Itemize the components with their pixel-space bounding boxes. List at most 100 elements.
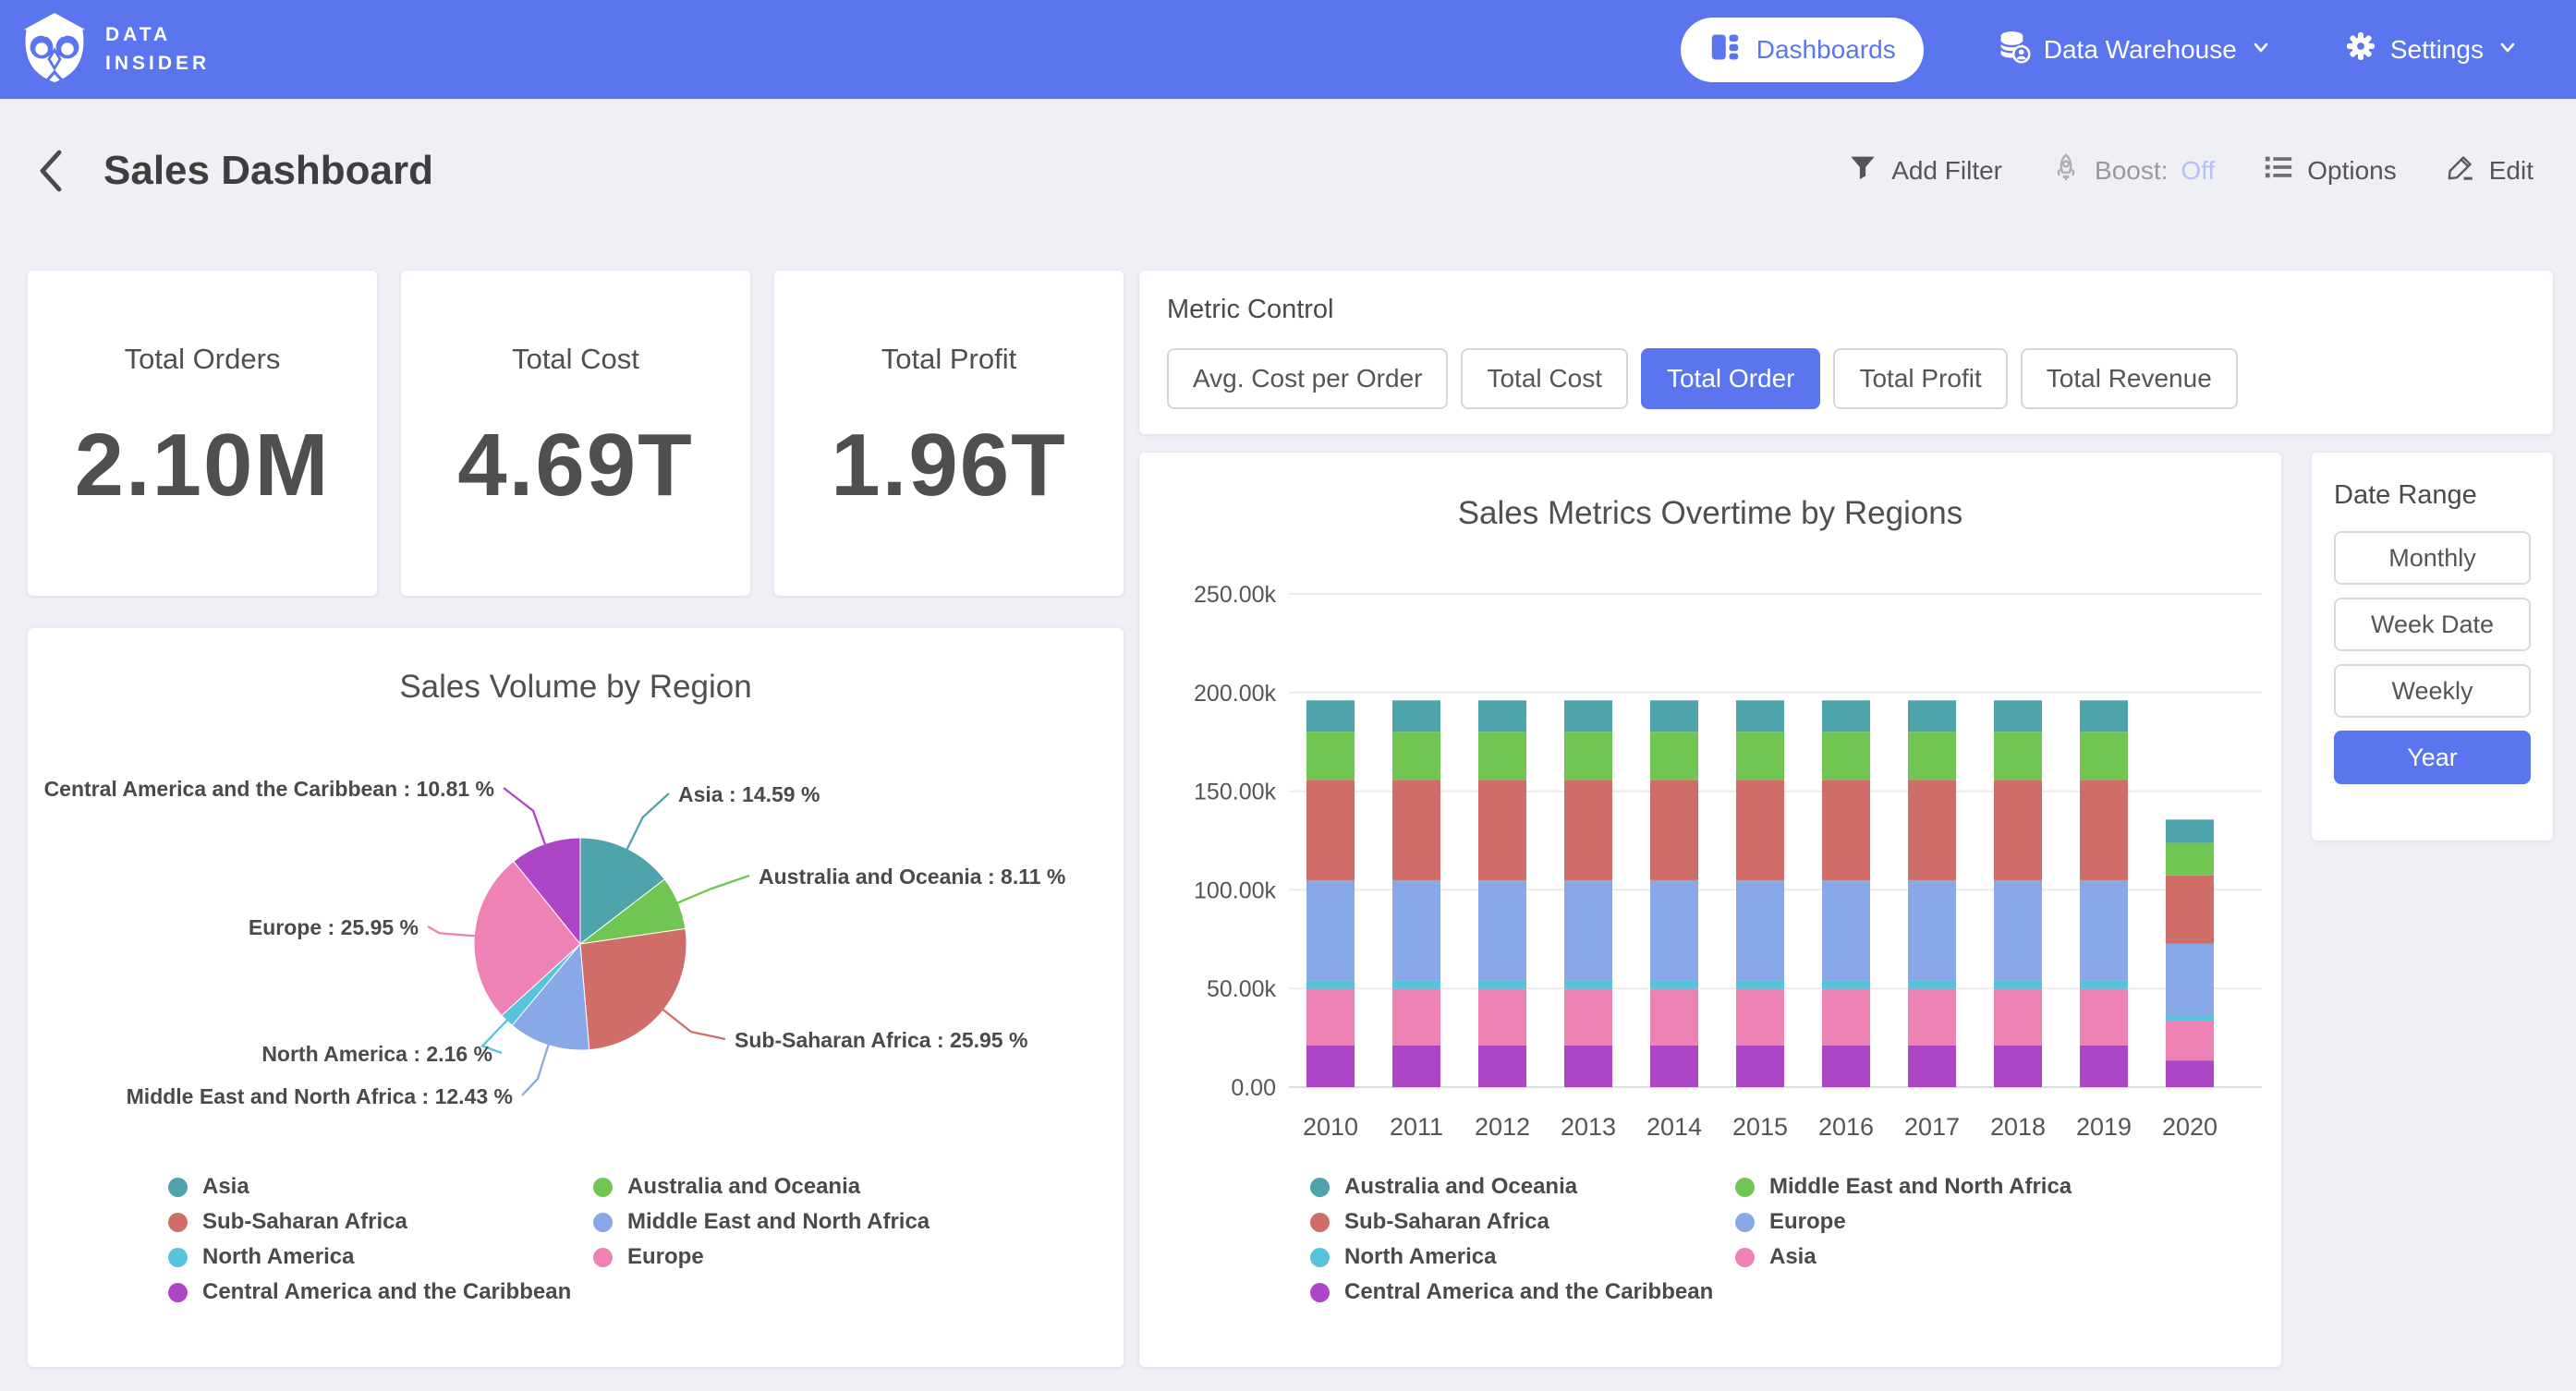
bar-legend-item-australia-and-oceania[interactable]: Australia and Oceania bbox=[1310, 1169, 1713, 1204]
bar-segment-2018-middle-east-and-north-africa[interactable] bbox=[1994, 732, 2042, 780]
bar-segment-2012-australia-and-oceania[interactable] bbox=[1478, 700, 1526, 732]
date-range-option-monthly[interactable]: Monthly bbox=[2334, 531, 2531, 585]
bar-segment-2016-sub-saharan-africa[interactable] bbox=[1822, 780, 1870, 880]
bar-segment-2018-sub-saharan-africa[interactable] bbox=[1994, 780, 2042, 880]
bar-segment-2019-middle-east-and-north-africa[interactable] bbox=[2080, 732, 2128, 780]
boost-toggle[interactable]: Boost: Off bbox=[2050, 151, 2215, 189]
bar-segment-2013-north-america[interactable] bbox=[1564, 980, 1612, 989]
bar-legend-item-middle-east-and-north-africa[interactable]: Middle East and North Africa bbox=[1735, 1169, 2072, 1204]
date-range-option-week-date[interactable]: Week Date bbox=[2334, 598, 2531, 651]
bar-segment-2016-middle-east-and-north-africa[interactable] bbox=[1822, 732, 1870, 780]
bar-segment-2017-middle-east-and-north-africa[interactable] bbox=[1908, 732, 1956, 780]
bar-segment-2013-middle-east-and-north-africa[interactable] bbox=[1564, 732, 1612, 780]
bar-segment-2019-central-america-and-the-caribbean[interactable] bbox=[2080, 1045, 2128, 1087]
bar-segment-2010-europe[interactable] bbox=[1306, 879, 1355, 981]
bar-segment-2015-europe[interactable] bbox=[1736, 879, 1784, 981]
bar-segment-2014-north-america[interactable] bbox=[1650, 980, 1698, 989]
pie-legend-item-asia[interactable]: Asia bbox=[168, 1169, 571, 1204]
bar-segment-2011-north-america[interactable] bbox=[1392, 980, 1440, 989]
bar-segment-2013-central-america-and-the-caribbean[interactable] bbox=[1564, 1045, 1612, 1087]
bar-segment-2017-europe[interactable] bbox=[1908, 879, 1956, 981]
bar-segment-2018-central-america-and-the-caribbean[interactable] bbox=[1994, 1045, 2042, 1087]
pie-slice-sub-saharan-africa[interactable] bbox=[579, 927, 687, 1051]
metric-option-total-cost[interactable]: Total Cost bbox=[1461, 348, 1628, 409]
bar-legend-item-sub-saharan-africa[interactable]: Sub-Saharan Africa bbox=[1310, 1204, 1713, 1240]
options-button[interactable]: Options bbox=[2263, 151, 2397, 189]
nav-data-warehouse[interactable]: Data Warehouse bbox=[1996, 29, 2272, 70]
bar-segment-2011-sub-saharan-africa[interactable] bbox=[1392, 780, 1440, 880]
pie-legend-item-central-america-and-the-caribbean[interactable]: Central America and the Caribbean bbox=[168, 1275, 571, 1310]
bar-segment-2020-north-america[interactable] bbox=[2166, 1015, 2214, 1022]
bar-segment-2012-asia[interactable] bbox=[1478, 988, 1526, 1046]
bar-segment-2020-australia-and-oceania[interactable] bbox=[2166, 819, 2214, 843]
bar-segment-2014-sub-saharan-africa[interactable] bbox=[1650, 780, 1698, 880]
add-filter-button[interactable]: Add Filter bbox=[1847, 151, 2002, 189]
bar-segment-2010-north-america[interactable] bbox=[1306, 980, 1355, 989]
bar-segment-2018-asia[interactable] bbox=[1994, 988, 2042, 1046]
bar-segment-2014-europe[interactable] bbox=[1650, 879, 1698, 981]
bar-segment-2017-australia-and-oceania[interactable] bbox=[1908, 700, 1956, 732]
date-range-option-year[interactable]: Year bbox=[2334, 731, 2531, 784]
bar-segment-2016-australia-and-oceania[interactable] bbox=[1822, 700, 1870, 732]
bar-segment-2014-australia-and-oceania[interactable] bbox=[1650, 700, 1698, 732]
bar-legend-item-north-america[interactable]: North America bbox=[1310, 1240, 1713, 1275]
back-button[interactable] bbox=[35, 147, 67, 195]
pie-legend-item-sub-saharan-africa[interactable]: Sub-Saharan Africa bbox=[168, 1204, 571, 1240]
bar-segment-2012-middle-east-and-north-africa[interactable] bbox=[1478, 732, 1526, 780]
bar-segment-2020-sub-saharan-africa[interactable] bbox=[2166, 875, 2214, 944]
pie-legend-item-australia-and-oceania[interactable]: Australia and Oceania bbox=[593, 1169, 930, 1204]
bar-legend-item-central-america-and-the-caribbean[interactable]: Central America and the Caribbean bbox=[1310, 1275, 1713, 1310]
bar-segment-2017-asia[interactable] bbox=[1908, 988, 1956, 1046]
bar-segment-2018-europe[interactable] bbox=[1994, 879, 2042, 981]
date-range-option-weekly[interactable]: Weekly bbox=[2334, 664, 2531, 718]
bar-segment-2019-asia[interactable] bbox=[2080, 988, 2128, 1046]
pie-legend-item-middle-east-and-north-africa[interactable]: Middle East and North Africa bbox=[593, 1204, 930, 1240]
bar-segment-2011-middle-east-and-north-africa[interactable] bbox=[1392, 732, 1440, 780]
bar-segment-2013-sub-saharan-africa[interactable] bbox=[1564, 780, 1612, 880]
bar-segment-2020-asia[interactable] bbox=[2166, 1021, 2214, 1061]
bar-segment-2010-sub-saharan-africa[interactable] bbox=[1306, 780, 1355, 880]
bar-segment-2020-middle-east-and-north-africa[interactable] bbox=[2166, 842, 2214, 876]
pie-legend-item-europe[interactable]: Europe bbox=[593, 1240, 930, 1275]
bar-segment-2020-europe[interactable] bbox=[2166, 943, 2214, 1016]
bar-segment-2012-europe[interactable] bbox=[1478, 879, 1526, 981]
brand-logo[interactable]: DATA INSIDER bbox=[0, 11, 210, 88]
bar-segment-2019-sub-saharan-africa[interactable] bbox=[2080, 780, 2128, 880]
bar-segment-2012-sub-saharan-africa[interactable] bbox=[1478, 780, 1526, 880]
bar-segment-2015-north-america[interactable] bbox=[1736, 980, 1784, 989]
bar-legend-item-europe[interactable]: Europe bbox=[1735, 1204, 2072, 1240]
bar-segment-2010-middle-east-and-north-africa[interactable] bbox=[1306, 732, 1355, 780]
bar-segment-2012-central-america-and-the-caribbean[interactable] bbox=[1478, 1045, 1526, 1087]
bar-segment-2011-europe[interactable] bbox=[1392, 879, 1440, 981]
bar-legend-item-asia[interactable]: Asia bbox=[1735, 1240, 2072, 1275]
bar-segment-2013-europe[interactable] bbox=[1564, 879, 1612, 981]
bar-segment-2015-australia-and-oceania[interactable] bbox=[1736, 700, 1784, 732]
metric-option-total-revenue[interactable]: Total Revenue bbox=[2020, 348, 2238, 409]
bar-segment-2017-sub-saharan-africa[interactable] bbox=[1908, 780, 1956, 880]
bar-segment-2015-middle-east-and-north-africa[interactable] bbox=[1736, 732, 1784, 780]
bar-segment-2010-asia[interactable] bbox=[1306, 988, 1355, 1046]
bar-segment-2013-australia-and-oceania[interactable] bbox=[1564, 700, 1612, 732]
bar-segment-2011-australia-and-oceania[interactable] bbox=[1392, 700, 1440, 732]
nav-settings[interactable]: Settings bbox=[2344, 30, 2519, 69]
bar-segment-2010-central-america-and-the-caribbean[interactable] bbox=[1306, 1045, 1355, 1087]
bar-segment-2015-central-america-and-the-caribbean[interactable] bbox=[1736, 1045, 1784, 1087]
metric-option-total-order[interactable]: Total Order bbox=[1640, 348, 1821, 409]
bar-segment-2014-asia[interactable] bbox=[1650, 988, 1698, 1046]
metric-option-avg-cost-per-order[interactable]: Avg. Cost per Order bbox=[1167, 348, 1449, 409]
bar-segment-2012-north-america[interactable] bbox=[1478, 980, 1526, 989]
bar-segment-2016-central-america-and-the-caribbean[interactable] bbox=[1822, 1045, 1870, 1087]
bar-segment-2010-australia-and-oceania[interactable] bbox=[1306, 700, 1355, 732]
bar-segment-2016-asia[interactable] bbox=[1822, 988, 1870, 1046]
pie-legend-item-north-america[interactable]: North America bbox=[168, 1240, 571, 1275]
bar-segment-2014-middle-east-and-north-africa[interactable] bbox=[1650, 732, 1698, 780]
bar-segment-2011-central-america-and-the-caribbean[interactable] bbox=[1392, 1045, 1440, 1087]
bar-segment-2011-asia[interactable] bbox=[1392, 988, 1440, 1046]
bar-segment-2016-europe[interactable] bbox=[1822, 879, 1870, 981]
bar-segment-2014-central-america-and-the-caribbean[interactable] bbox=[1650, 1045, 1698, 1087]
bar-segment-2018-north-america[interactable] bbox=[1994, 980, 2042, 989]
edit-button[interactable]: Edit bbox=[2445, 151, 2533, 189]
bar-segment-2016-north-america[interactable] bbox=[1822, 980, 1870, 989]
bar-segment-2017-north-america[interactable] bbox=[1908, 980, 1956, 989]
bar-segment-2019-europe[interactable] bbox=[2080, 879, 2128, 981]
